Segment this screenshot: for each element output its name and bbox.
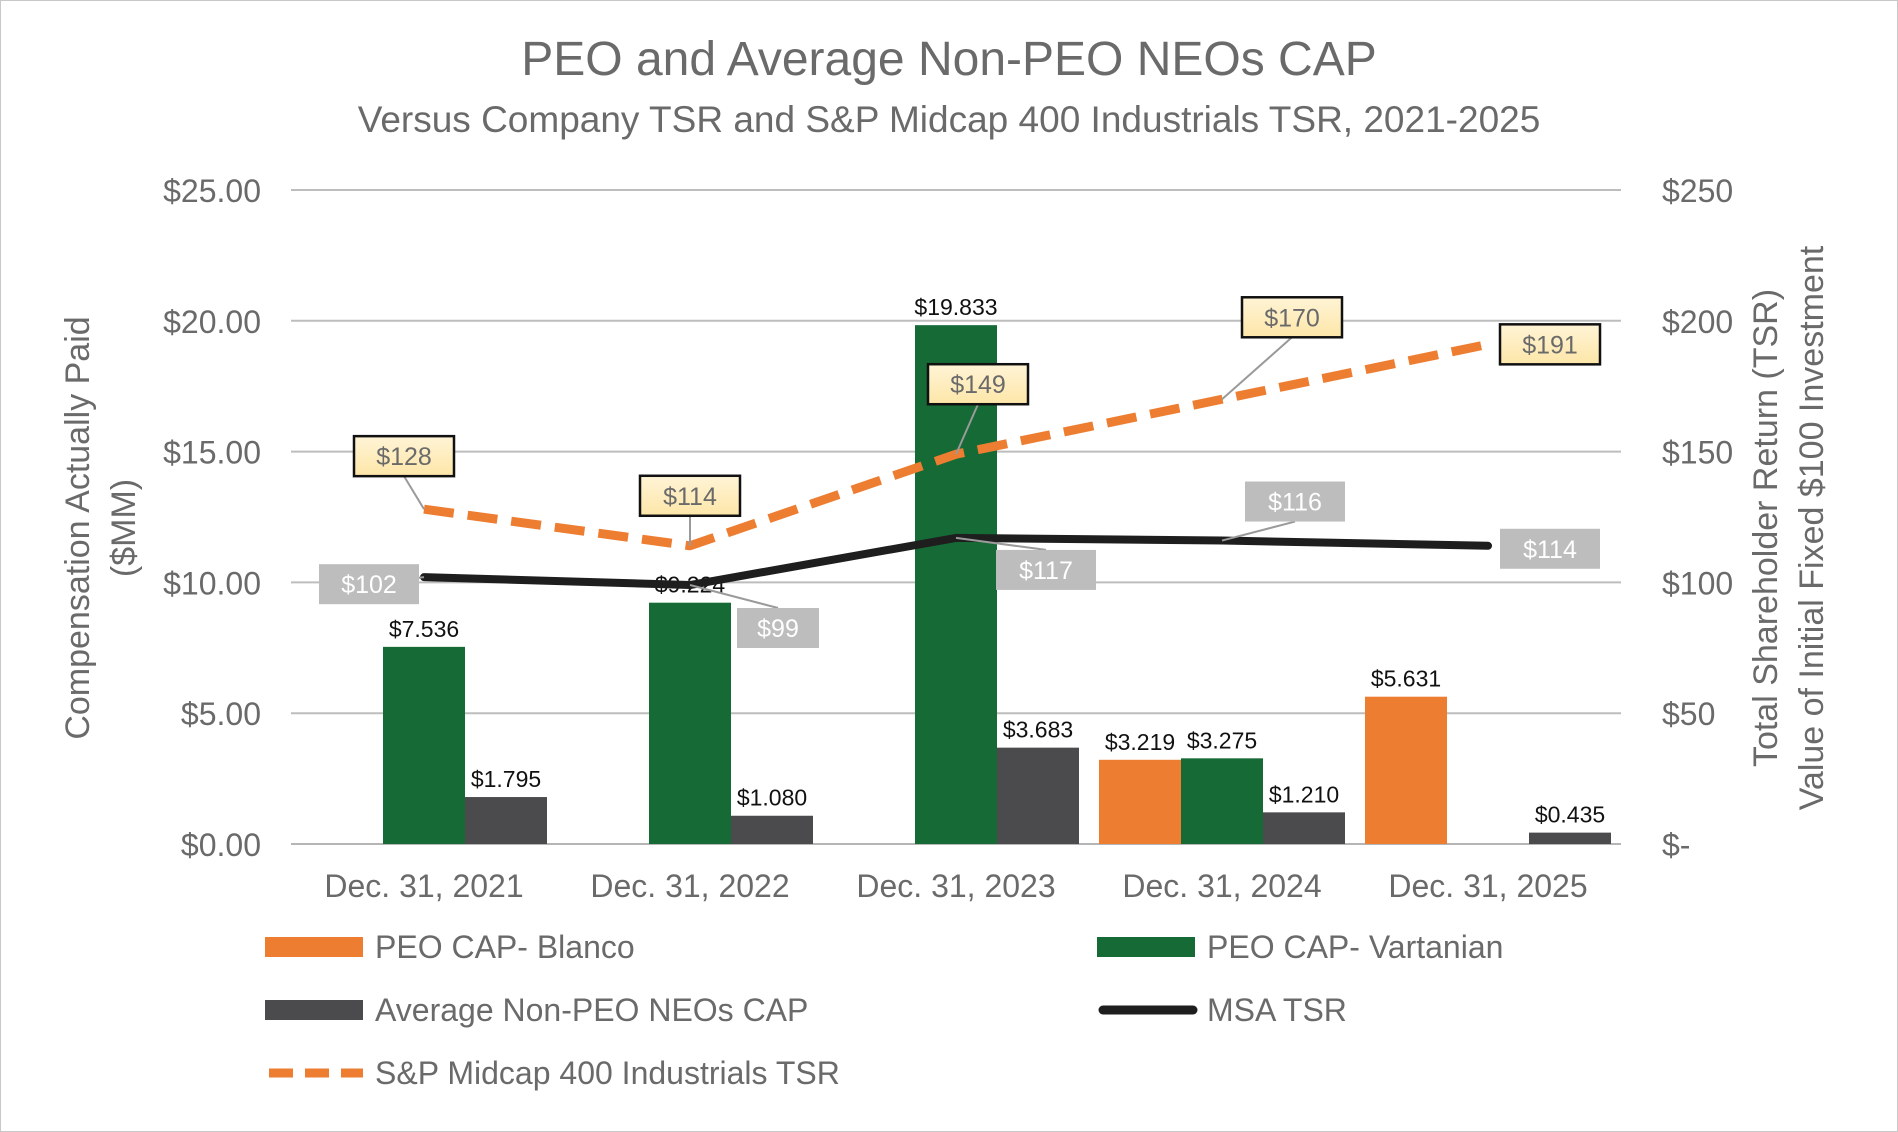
legend-label: MSA TSR bbox=[1207, 992, 1347, 1028]
bar-data-label: $1.080 bbox=[737, 785, 807, 811]
bar bbox=[915, 325, 997, 845]
callout-box bbox=[1500, 528, 1600, 569]
y2-axis-label-line2: Value of Initial Fixed $100 Investment bbox=[1793, 245, 1831, 810]
bar bbox=[649, 602, 731, 844]
y-axis-label-line2: ($MM) bbox=[105, 479, 143, 577]
x-tick-label: Dec. 31, 2025 bbox=[1388, 868, 1587, 904]
bar-data-label: $7.536 bbox=[389, 616, 459, 642]
x-tick-label: Dec. 31, 2023 bbox=[856, 868, 1055, 904]
callout-box bbox=[638, 474, 742, 518]
x-axis: Dec. 31, 2021 Dec. 31, 2022 Dec. 31, 2023 D… bbox=[324, 868, 1587, 904]
legend-swatch bbox=[265, 1000, 363, 1020]
x-tick-label: Dec. 31, 2022 bbox=[590, 868, 789, 904]
bar bbox=[731, 815, 813, 844]
bar bbox=[465, 797, 547, 844]
bar-data-label: $3.275 bbox=[1187, 727, 1257, 753]
legend-label: PEO CAP- Blanco bbox=[375, 929, 635, 965]
callout-box bbox=[319, 564, 419, 605]
left-axis: $0.00 $5.00 $10.00 $15.00 $20.00 $25.00 bbox=[163, 173, 261, 863]
chart-title: PEO and Average Non-PEO NEOs CAP bbox=[521, 33, 1377, 86]
legend-swatch bbox=[265, 937, 363, 957]
callout-box bbox=[1240, 296, 1344, 339]
y-tick-label: $0.00 bbox=[181, 827, 261, 863]
tsr-callouts: $102 $99 $117 $116 $114 $128 $114 $149 $170 $191 bbox=[319, 296, 1602, 649]
callout-box bbox=[1498, 323, 1602, 366]
callout-text: $116 bbox=[1268, 489, 1322, 517]
legend-label: Average Non-PEO NEOs CAP bbox=[375, 992, 808, 1028]
bar bbox=[997, 747, 1079, 844]
callout-box bbox=[737, 608, 819, 649]
callout-leader bbox=[1221, 336, 1293, 401]
legend-label: S&P Midcap 400 Industrials TSR bbox=[375, 1055, 840, 1091]
y2-tick-label: $250 bbox=[1662, 173, 1733, 209]
callout-leader bbox=[955, 536, 1047, 551]
callout-text: $99 bbox=[757, 615, 799, 643]
bar bbox=[1181, 758, 1263, 844]
bar-data-label: $5.631 bbox=[1371, 666, 1441, 692]
y-tick-label: $15.00 bbox=[163, 435, 261, 471]
callout-text: $114 bbox=[663, 483, 717, 511]
callout-box bbox=[1245, 481, 1345, 522]
y-axis-label-line1: Compensation Actually Paid bbox=[59, 316, 97, 739]
y-tick-label: $25.00 bbox=[163, 173, 261, 209]
bar bbox=[1099, 759, 1181, 844]
callout-text: $114 bbox=[1523, 536, 1577, 564]
callout-box bbox=[352, 434, 456, 478]
callout-box bbox=[926, 362, 1030, 406]
bar-data-label: $3.683 bbox=[1003, 717, 1073, 743]
y-tick-label: $10.00 bbox=[163, 565, 261, 601]
y-tick-label: $20.00 bbox=[163, 304, 261, 340]
bars bbox=[383, 325, 1611, 845]
legend-label: PEO CAP- Vartanian bbox=[1207, 929, 1503, 965]
y2-tick-label: $- bbox=[1662, 827, 1690, 863]
x-tick-label: Dec. 31, 2024 bbox=[1122, 868, 1321, 904]
callout-text: $149 bbox=[950, 371, 1006, 399]
y2-axis-label-line1: Total Shareholder Return (TSR) bbox=[1747, 289, 1785, 767]
callout-leader bbox=[689, 584, 779, 609]
y2-tick-label: $150 bbox=[1662, 435, 1733, 471]
callout-text: $191 bbox=[1522, 331, 1578, 359]
bar-data-label: $19.833 bbox=[914, 294, 997, 320]
callout-text: $170 bbox=[1264, 304, 1320, 332]
callout-text: $102 bbox=[341, 571, 397, 599]
y2-tick-label: $50 bbox=[1662, 696, 1715, 732]
x-tick-label: Dec. 31, 2021 bbox=[324, 868, 523, 904]
legend: PEO CAP- Blanco PEO CAP- Vartanian Average… bbox=[265, 929, 1503, 1091]
y2-tick-label: $100 bbox=[1662, 565, 1733, 601]
right-axis: $- $50 $100 $150 $200 $250 bbox=[1662, 173, 1733, 863]
bar bbox=[383, 646, 465, 844]
legend-swatch bbox=[1097, 937, 1195, 957]
y2-tick-label: $200 bbox=[1662, 304, 1733, 340]
bar bbox=[1529, 832, 1611, 844]
chart-subtitle: Versus Company TSR and S&P Midcap 400 In… bbox=[358, 99, 1541, 140]
bar-data-label: $1.210 bbox=[1269, 781, 1339, 807]
y-tick-label: $5.00 bbox=[181, 696, 261, 732]
bar bbox=[1263, 812, 1345, 844]
callout-leader bbox=[955, 403, 979, 455]
callout-text: $128 bbox=[376, 443, 432, 471]
bar-data-label: $0.435 bbox=[1535, 802, 1605, 828]
bar bbox=[1365, 696, 1447, 844]
callout-leader bbox=[403, 475, 425, 510]
callout-text: $117 bbox=[1019, 557, 1073, 585]
callout-leader bbox=[1221, 520, 1296, 542]
bar-data-label: $3.219 bbox=[1105, 729, 1175, 755]
callout-box bbox=[996, 549, 1096, 590]
bar-data-label: $1.795 bbox=[471, 766, 541, 792]
